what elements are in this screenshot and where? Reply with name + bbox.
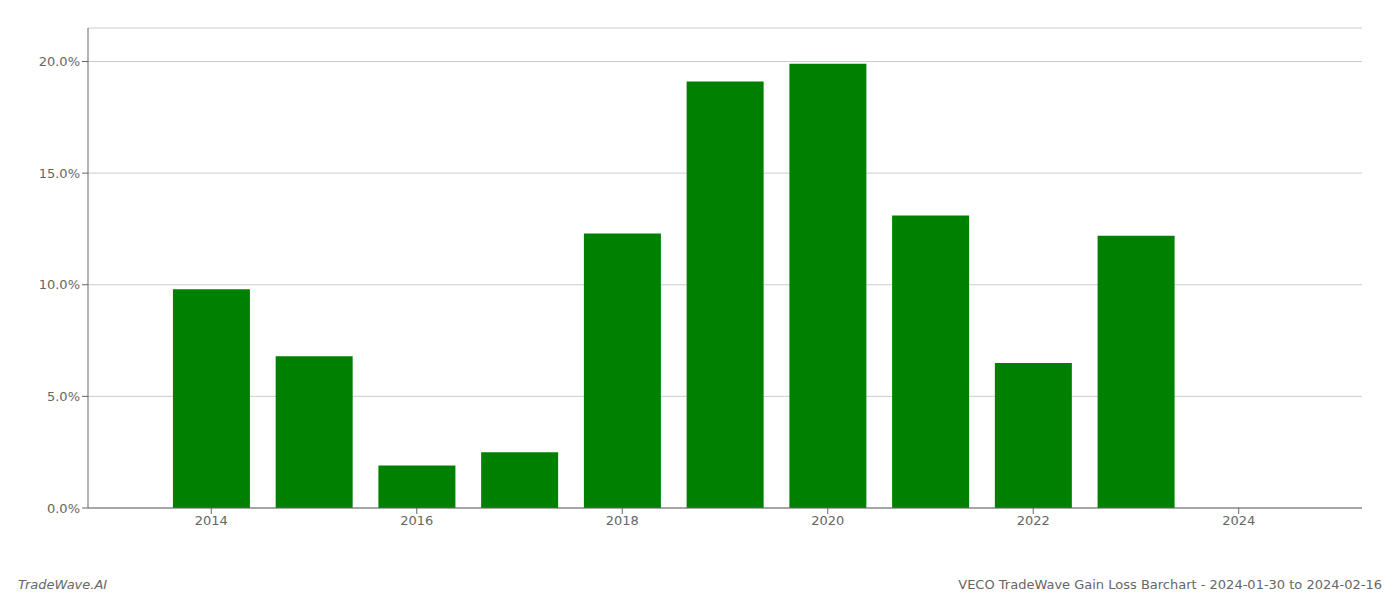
- svg-text:0.0%: 0.0%: [47, 501, 80, 516]
- svg-text:2014: 2014: [195, 513, 228, 528]
- html-text:TradeWave.AI: TradeWave.AI: [18, 577, 108, 592]
- svg-text:5.0%: 5.0%: [47, 389, 80, 404]
- svg-text:20.0%: 20.0%: [39, 54, 80, 69]
- svg-text:2020: 2020: [811, 513, 844, 528]
- svg-text:2024: 2024: [1222, 513, 1255, 528]
- svg-text:10.0%: 10.0%: [39, 277, 80, 292]
- svg-text:2022: 2022: [1017, 513, 1050, 528]
- svg-text:2018: 2018: [606, 513, 639, 528]
- html-text:VECO TradeWave Gain Loss Barch: VECO TradeWave Gain Loss Barchart - 2024…: [958, 577, 1382, 592]
- svg-text:2016: 2016: [400, 513, 433, 528]
- svg-text:15.0%: 15.0%: [39, 166, 80, 181]
